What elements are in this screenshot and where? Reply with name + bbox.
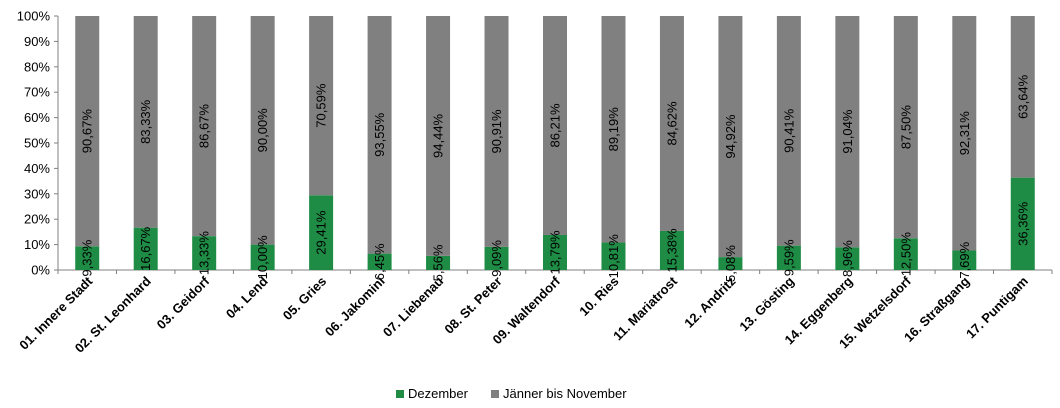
bar-jaenner-bis-november: [776, 16, 801, 246]
bar-dezember: [659, 230, 684, 270]
data-label: 12,50%: [898, 232, 913, 277]
y-tick-label: 80%: [24, 59, 50, 74]
legend-swatch: [396, 390, 404, 398]
bar-dezember: [952, 250, 977, 270]
bar-dezember: [776, 245, 801, 270]
data-label: 90,00%: [255, 108, 270, 153]
bars: [75, 16, 1035, 270]
category-label: 08. St. Peter: [441, 274, 504, 337]
bar-jaenner-bis-november: [659, 16, 684, 231]
data-label: 15,38%: [664, 228, 679, 273]
data-label: 90,91%: [489, 109, 504, 154]
data-label: 90,67%: [80, 109, 95, 154]
bar-dezember: [192, 236, 217, 270]
data-label: 5,56%: [431, 244, 446, 281]
data-label: 8,96%: [840, 240, 855, 277]
data-label: 16,67%: [138, 226, 153, 271]
axes: 0% 10% 20% 30% 40% 50% 60% 70% 80% 90% 100%: [17, 9, 1053, 278]
bar-jaenner-bis-november: [367, 16, 392, 254]
category-label: 05. Gries: [280, 274, 329, 323]
data-label: 94,92%: [723, 114, 738, 159]
bar-jaenner-bis-november: [309, 16, 334, 196]
data-label: 9,09%: [489, 240, 504, 277]
y-tick-label: 50%: [24, 136, 50, 151]
bar-dezember: [367, 253, 392, 270]
data-label: 36,36%: [1015, 201, 1030, 246]
bar-jaenner-bis-november: [75, 16, 100, 247]
category-label: 07. Liebenau: [380, 273, 446, 339]
bar-jaenner-bis-november: [543, 16, 567, 235]
data-label: 83,33%: [138, 99, 153, 144]
bar-jaenner-bis-november: [601, 16, 626, 243]
bar-dezember: [133, 227, 158, 270]
bar-jaenner-bis-november: [426, 16, 451, 256]
bar-dezember: [835, 247, 860, 270]
data-label: 89,19%: [606, 107, 621, 152]
legend-label: Dezember: [408, 386, 469, 401]
data-label: 13,33%: [197, 231, 212, 276]
data-label: 7,69%: [957, 241, 972, 278]
y-tick-label: 20%: [24, 212, 50, 227]
bar-jaenner-bis-november: [484, 16, 509, 247]
y-tick-label: 70%: [24, 85, 50, 100]
bar-jaenner-bis-november: [250, 16, 275, 245]
y-tick-label: 0%: [31, 263, 50, 278]
bar-dezember: [250, 244, 275, 270]
y-tick-label: 90%: [24, 34, 50, 49]
bar-dezember: [426, 255, 451, 270]
category-label: 10. Ries: [576, 274, 621, 319]
data-label: 63,64%: [1015, 74, 1030, 119]
bar-dezember: [1010, 177, 1035, 270]
bar-dezember: [601, 242, 626, 270]
bar-jaenner-bis-november: [192, 16, 217, 237]
data-label: 9,33%: [80, 239, 95, 276]
legend-swatch: [491, 390, 499, 398]
bar-dezember: [75, 246, 100, 270]
category-label: 12. Andritz: [681, 273, 739, 331]
bar-dezember: [309, 195, 334, 270]
data-label: 5,08%: [723, 245, 738, 282]
bar-dezember: [718, 257, 743, 270]
data-label: 86,67%: [197, 104, 212, 149]
legend: Dezember Jänner bis November: [396, 386, 627, 401]
data-label: 10,81%: [606, 234, 621, 279]
data-label: 91,04%: [840, 109, 855, 154]
bar-dezember: [893, 238, 918, 270]
category-label: 06. Jakomini: [322, 274, 388, 340]
bar-jaenner-bis-november: [952, 16, 977, 251]
data-label: 13,79%: [548, 230, 563, 275]
y-tick-label: 40%: [24, 161, 50, 176]
data-label: 86,21%: [548, 103, 563, 148]
data-label: 70,59%: [314, 83, 329, 128]
category-label: 04. Lend: [223, 273, 271, 321]
category-label: 17. Puntigam: [963, 274, 1031, 342]
y-tick-label: 60%: [24, 110, 50, 125]
data-label: 10,00%: [255, 235, 270, 280]
data-label: 90,41%: [781, 108, 796, 153]
data-label: 87,50%: [898, 105, 913, 150]
legend-label: Jänner bis November: [503, 386, 627, 401]
bar-dezember: [484, 246, 509, 270]
bar-jaenner-bis-november: [835, 16, 860, 248]
y-tick-label: 10%: [24, 237, 50, 252]
y-tick-label: 30%: [24, 186, 50, 201]
data-label: 6,45%: [372, 243, 387, 280]
y-tick-label: 100%: [17, 9, 51, 24]
category-label: 13. Gösting: [736, 273, 797, 334]
data-labels: 9,33% 90,67% 16,67% 83,33% 13,33% 86,67% 10,00…: [80, 74, 1031, 282]
data-label: 9,59%: [781, 239, 796, 276]
data-label: 84,62%: [664, 101, 679, 146]
data-label: 29,41%: [314, 210, 329, 255]
data-label: 94,44%: [431, 113, 446, 158]
bar-jaenner-bis-november: [718, 16, 743, 258]
bar-jaenner-bis-november: [133, 16, 158, 228]
data-label: 93,55%: [372, 112, 387, 157]
bar-jaenner-bis-november: [1010, 16, 1035, 178]
data-label: 92,31%: [957, 111, 972, 156]
bar-jaenner-bis-november: [893, 16, 918, 239]
bar-dezember: [543, 234, 567, 270]
category-label: 03. Geidorf: [154, 273, 213, 332]
